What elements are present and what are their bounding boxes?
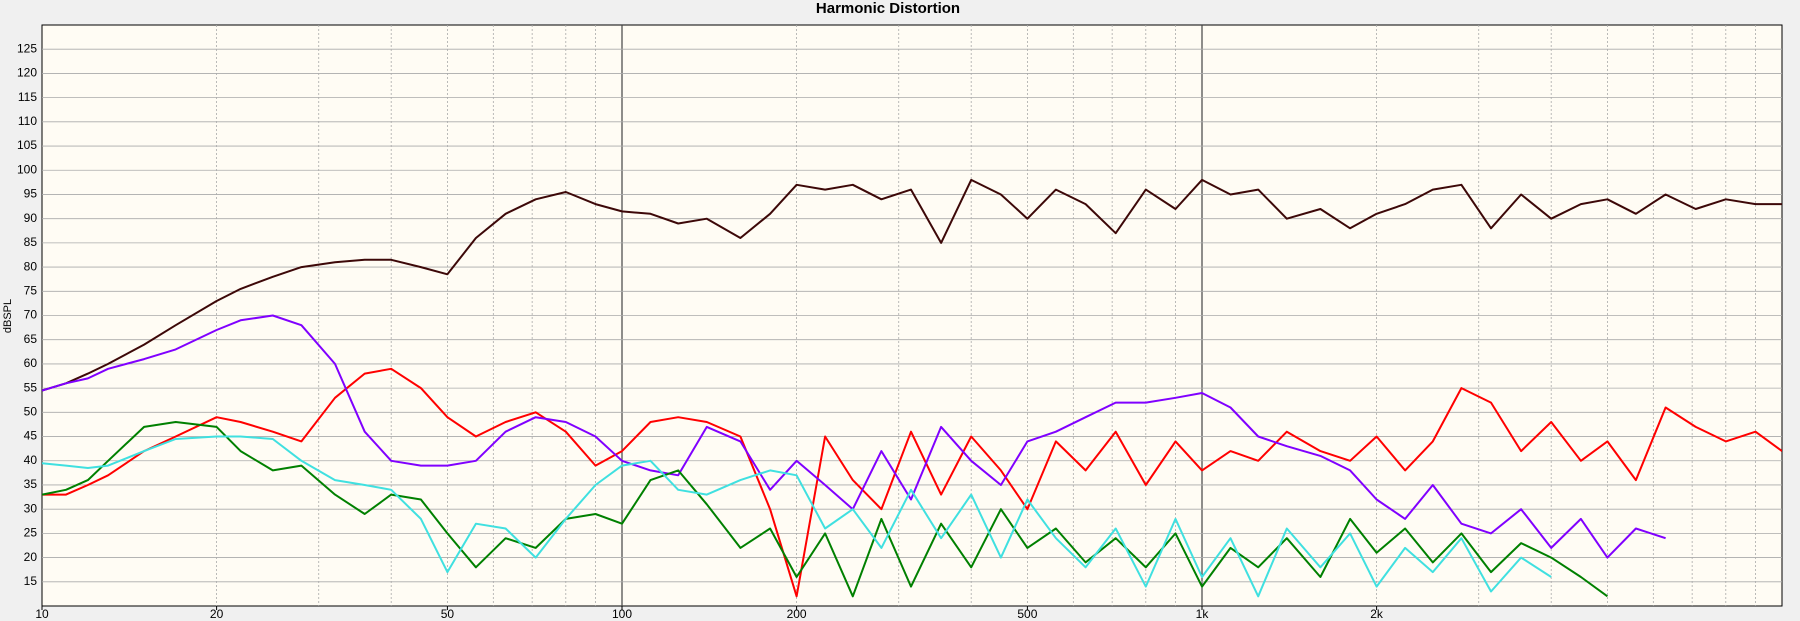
y-tick-label: 40: [24, 453, 38, 467]
x-tick-label: 200: [787, 607, 807, 621]
x-tick-label: 10: [35, 607, 49, 621]
y-tick-label: 95: [24, 187, 38, 201]
y-tick-label: 100: [17, 162, 37, 176]
y-tick-label: 115: [18, 90, 37, 104]
y-tick-label: 85: [24, 235, 38, 249]
y-tick-label: 50: [24, 405, 38, 419]
y-tick-label: 15: [24, 574, 38, 588]
series-line: [42, 435, 1552, 598]
chart-title: Harmonic Distortion: [816, 0, 960, 17]
y-tick-label: 70: [24, 308, 38, 322]
series-line: [42, 421, 1608, 598]
series-line: [42, 367, 1782, 598]
y-tick-label: 60: [24, 356, 38, 370]
series-line: [42, 178, 1782, 392]
y-tick-label: 105: [17, 138, 37, 152]
y-tick-label: 75: [24, 283, 38, 297]
y-axis-label: dBSPL: [2, 299, 14, 333]
y-tick-label: 55: [24, 380, 38, 394]
y-tick-label: 20: [24, 550, 38, 564]
y-tick-label: 45: [24, 429, 38, 443]
y-tick-label: 90: [24, 211, 38, 225]
y-tick-label: 30: [24, 501, 38, 515]
grid: [41, 25, 1782, 610]
x-tick-label: 2k: [1370, 607, 1384, 621]
y-tick-label: 35: [24, 477, 38, 491]
y-tick-label: 110: [18, 114, 37, 128]
x-tick-label: 1k: [1196, 607, 1210, 621]
y-tick-label: 25: [24, 526, 38, 540]
y-tick-label: 80: [24, 259, 38, 273]
x-tick-label: 100: [612, 607, 632, 621]
y-tick-label: 65: [24, 332, 38, 346]
x-tick-label: 500: [1017, 607, 1037, 621]
plot-lines: [42, 178, 1782, 598]
x-tick-label: 50: [441, 607, 455, 621]
x-tick-label: 20: [210, 607, 224, 621]
y-tick-label: 120: [17, 66, 37, 80]
y-tick-label: 125: [17, 41, 37, 55]
